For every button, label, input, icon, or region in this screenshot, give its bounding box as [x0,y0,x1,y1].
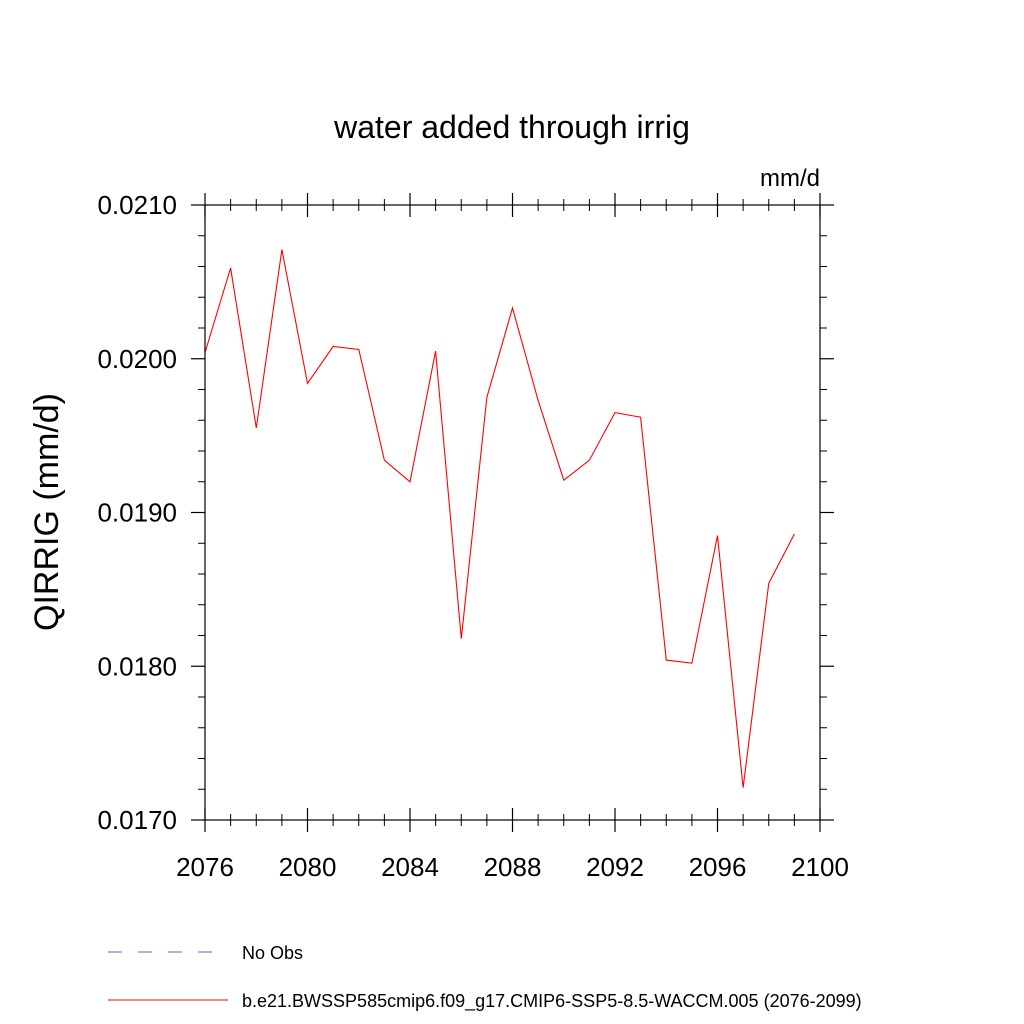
y-tick-label: 0.0190 [97,498,177,528]
x-tick-label: 2088 [484,852,542,882]
y-tick-label: 0.0170 [97,805,177,835]
data-marks [204,249,795,788]
series-line-1 [204,249,795,788]
x-tick-label: 2080 [279,852,337,882]
legend: No Obs b.e21.BWSSP585cmip6.f09_g17.CMIP6-… [108,943,862,1012]
legend-label-0: No Obs [242,943,303,963]
x-tick-label: 2076 [176,852,234,882]
x-tick-label: 2096 [689,852,747,882]
y-axis-label: QIRRIG (mm/d) [28,393,66,631]
axes: 2076 2080 2084 2088 2092 2096 2100 0.0170 0.0180… [97,190,848,882]
x-tick-label: 2084 [381,852,439,882]
y-tick-label: 0.0210 [97,190,177,220]
y-tick-label: 0.0180 [97,651,177,681]
x-tick-label: 2092 [586,852,644,882]
chart-title: water added through irrig [333,109,690,145]
plot-frame [204,204,821,821]
legend-label-1: b.e21.BWSSP585cmip6.f09_g17.CMIP6-SSP5-8… [242,991,862,1012]
x-tick-label: 2100 [791,852,849,882]
y-tick-label: 0.0200 [97,344,177,374]
units-label: mm/d [760,165,820,192]
